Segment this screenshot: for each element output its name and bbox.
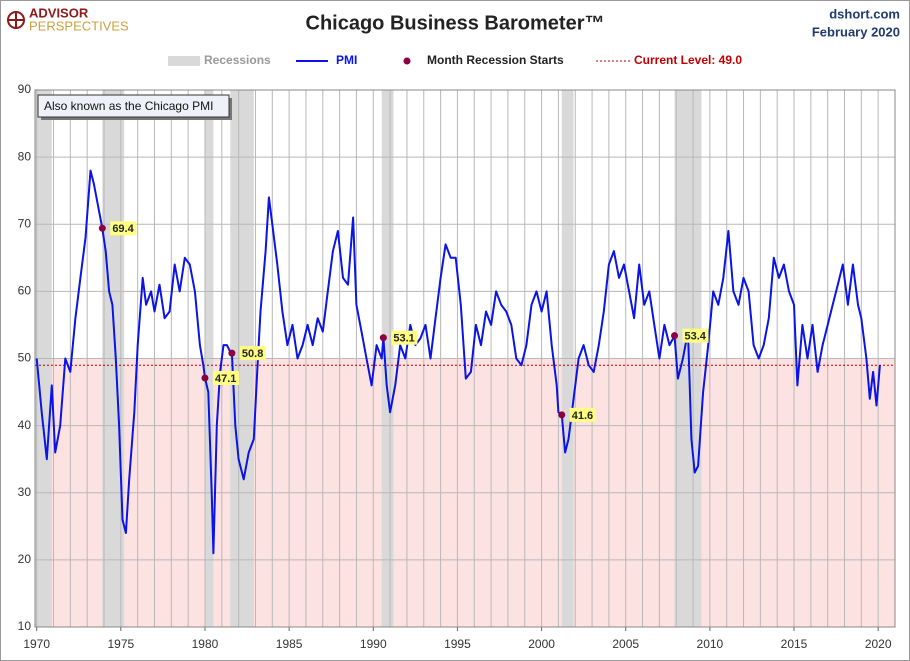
pmi-line — [35, 169, 881, 555]
data-label: 69.4 — [112, 223, 134, 235]
legend-label: Recessions — [204, 53, 271, 67]
plot-border — [34, 89, 896, 628]
y-tick-label: 80 — [18, 149, 32, 163]
data-label: 47.1 — [215, 373, 236, 385]
legend: Recessions PMI Month Recession Starts Curre… — [168, 53, 742, 67]
recession-start-dot — [98, 224, 106, 232]
y-tick-label: 30 — [18, 485, 32, 499]
y-tick-label: 90 — [18, 82, 32, 96]
legend-label: Month Recession Starts — [427, 53, 564, 67]
logo-text: PERSPECTIVES — [29, 18, 129, 33]
date: February 2020 — [812, 24, 900, 39]
recession-start-dot — [379, 334, 387, 342]
data-label: 53.1 — [393, 333, 414, 345]
data-label: 50.8 — [242, 348, 263, 360]
legend-swatch — [168, 56, 200, 66]
chart-title: Chicago Business Barometer™ — [306, 12, 605, 34]
y-tick-label: 20 — [18, 552, 32, 566]
recession-start-dot — [201, 374, 209, 382]
recession-start-dot — [558, 411, 566, 419]
legend-swatch — [403, 57, 411, 65]
data-label-bg — [239, 346, 266, 361]
x-tick-label: 2005 — [612, 637, 639, 651]
data-label: 53.4 — [685, 331, 707, 343]
annotation: Also known as the Chicago PMI — [44, 99, 213, 113]
y-tick-label: 50 — [18, 351, 32, 365]
recession-start-dot — [228, 349, 236, 357]
x-tick-label: 1990 — [360, 637, 387, 651]
y-tick-label: 60 — [18, 284, 32, 298]
plot-area: 10 20 30 40 50 60 70 80 90 1970 1975 1980 1985 1990 19… — [18, 82, 896, 651]
recession-start-dot — [671, 332, 679, 340]
annotation-box — [37, 94, 230, 118]
logo: ADVISOR PERSPECTIVES — [7, 5, 129, 33]
data-label: 41.6 — [572, 410, 593, 422]
data-label-bg — [110, 221, 137, 236]
y-tick-label: 70 — [18, 216, 32, 230]
data-label-bg — [682, 328, 709, 343]
source: dshort.com — [829, 6, 900, 21]
y-tick-label: 10 — [18, 619, 32, 633]
x-tick-label: 2000 — [528, 637, 555, 651]
y-tick-label: 40 — [18, 418, 32, 432]
data-label-bg — [569, 407, 596, 422]
x-tick-label: 1975 — [107, 637, 134, 651]
x-tick-label: 1970 — [23, 637, 50, 651]
legend-label: PMI — [336, 53, 357, 67]
x-tick-label: 1980 — [192, 637, 219, 651]
logo-icon — [8, 12, 24, 28]
data-label-bg — [391, 330, 418, 345]
legend-label: Current Level: 49.0 — [634, 53, 742, 67]
x-tick-label: 2015 — [781, 637, 808, 651]
data-label-bg — [212, 370, 239, 385]
x-tick-label: 2020 — [865, 637, 892, 651]
x-tick-label: 2010 — [697, 637, 724, 651]
x-tick-label: 1985 — [276, 637, 303, 651]
logo-text: ADVISOR — [29, 5, 89, 20]
x-tick-label: 1995 — [444, 637, 471, 651]
